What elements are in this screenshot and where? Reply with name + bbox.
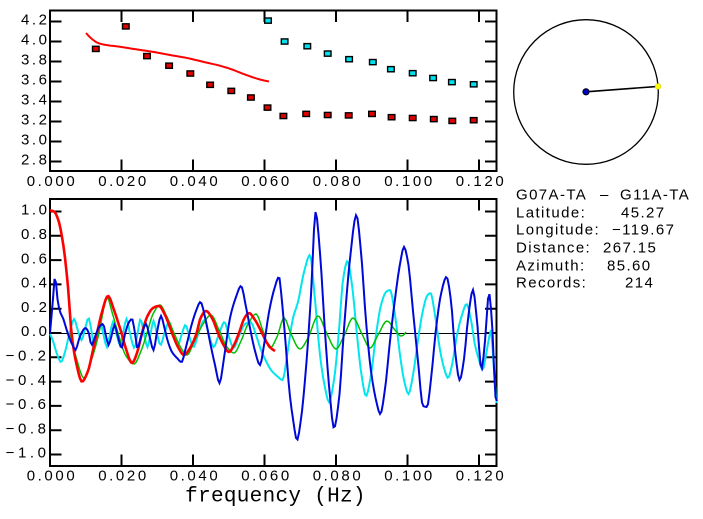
svg-text:G11A-TA: G11A-TA <box>620 187 690 204</box>
svg-text:0.100: 0.100 <box>384 173 435 190</box>
svg-text:2.8: 2.8 <box>21 152 50 169</box>
svg-text:1.0: 1.0 <box>21 202 50 219</box>
svg-text:0.020: 0.020 <box>98 173 149 190</box>
svg-text:4.2: 4.2 <box>21 12 50 29</box>
svg-text:−0.2: −0.2 <box>6 348 50 365</box>
svg-text:−0.4: −0.4 <box>6 372 50 389</box>
svg-text:0.100: 0.100 <box>384 467 435 484</box>
svg-text:−0.6: −0.6 <box>6 396 50 413</box>
svg-text:0.060: 0.060 <box>241 173 292 190</box>
svg-text:−119.67: −119.67 <box>612 222 675 239</box>
svg-text:Records:: Records: <box>516 274 587 291</box>
svg-text:85.60: 85.60 <box>607 257 652 274</box>
svg-text:3.4: 3.4 <box>21 92 50 109</box>
svg-text:3.0: 3.0 <box>21 132 50 149</box>
svg-text:0.8: 0.8 <box>21 226 50 243</box>
svg-text:45.27: 45.27 <box>621 204 666 221</box>
svg-text:0.4: 0.4 <box>21 275 50 292</box>
svg-text:−1.0: −1.0 <box>6 445 50 462</box>
svg-text:–: – <box>600 187 610 204</box>
svg-text:0.000: 0.000 <box>27 467 78 484</box>
svg-text:3.6: 3.6 <box>21 72 50 89</box>
svg-text:Latitude:: Latitude: <box>516 204 586 221</box>
svg-text:0.0: 0.0 <box>21 323 50 340</box>
svg-text:0.080: 0.080 <box>313 173 364 190</box>
svg-text:4.0: 4.0 <box>21 32 50 49</box>
svg-text:0.080: 0.080 <box>313 467 364 484</box>
svg-text:0.120: 0.120 <box>456 173 507 190</box>
svg-text:267.15: 267.15 <box>603 239 657 256</box>
svg-text:0.6: 0.6 <box>21 250 50 267</box>
svg-text:0.040: 0.040 <box>170 173 221 190</box>
svg-text:−0.8: −0.8 <box>6 420 50 437</box>
svg-text:3.2: 3.2 <box>21 112 50 129</box>
svg-text:0.020: 0.020 <box>98 467 149 484</box>
svg-text:0.120: 0.120 <box>456 467 507 484</box>
svg-text:frequency (Hz): frequency (Hz) <box>185 486 366 509</box>
svg-text:0.000: 0.000 <box>27 173 78 190</box>
svg-text:G07A-TA: G07A-TA <box>516 187 587 204</box>
svg-text:Longitude:: Longitude: <box>516 222 600 239</box>
svg-text:214: 214 <box>625 274 654 291</box>
svg-text:0.060: 0.060 <box>241 467 292 484</box>
svg-text:0.040: 0.040 <box>170 467 221 484</box>
svg-text:3.8: 3.8 <box>21 52 50 69</box>
svg-text:Azimuth:: Azimuth: <box>516 257 586 274</box>
svg-text:0.2: 0.2 <box>21 299 50 316</box>
svg-text:Distance:: Distance: <box>516 239 591 256</box>
